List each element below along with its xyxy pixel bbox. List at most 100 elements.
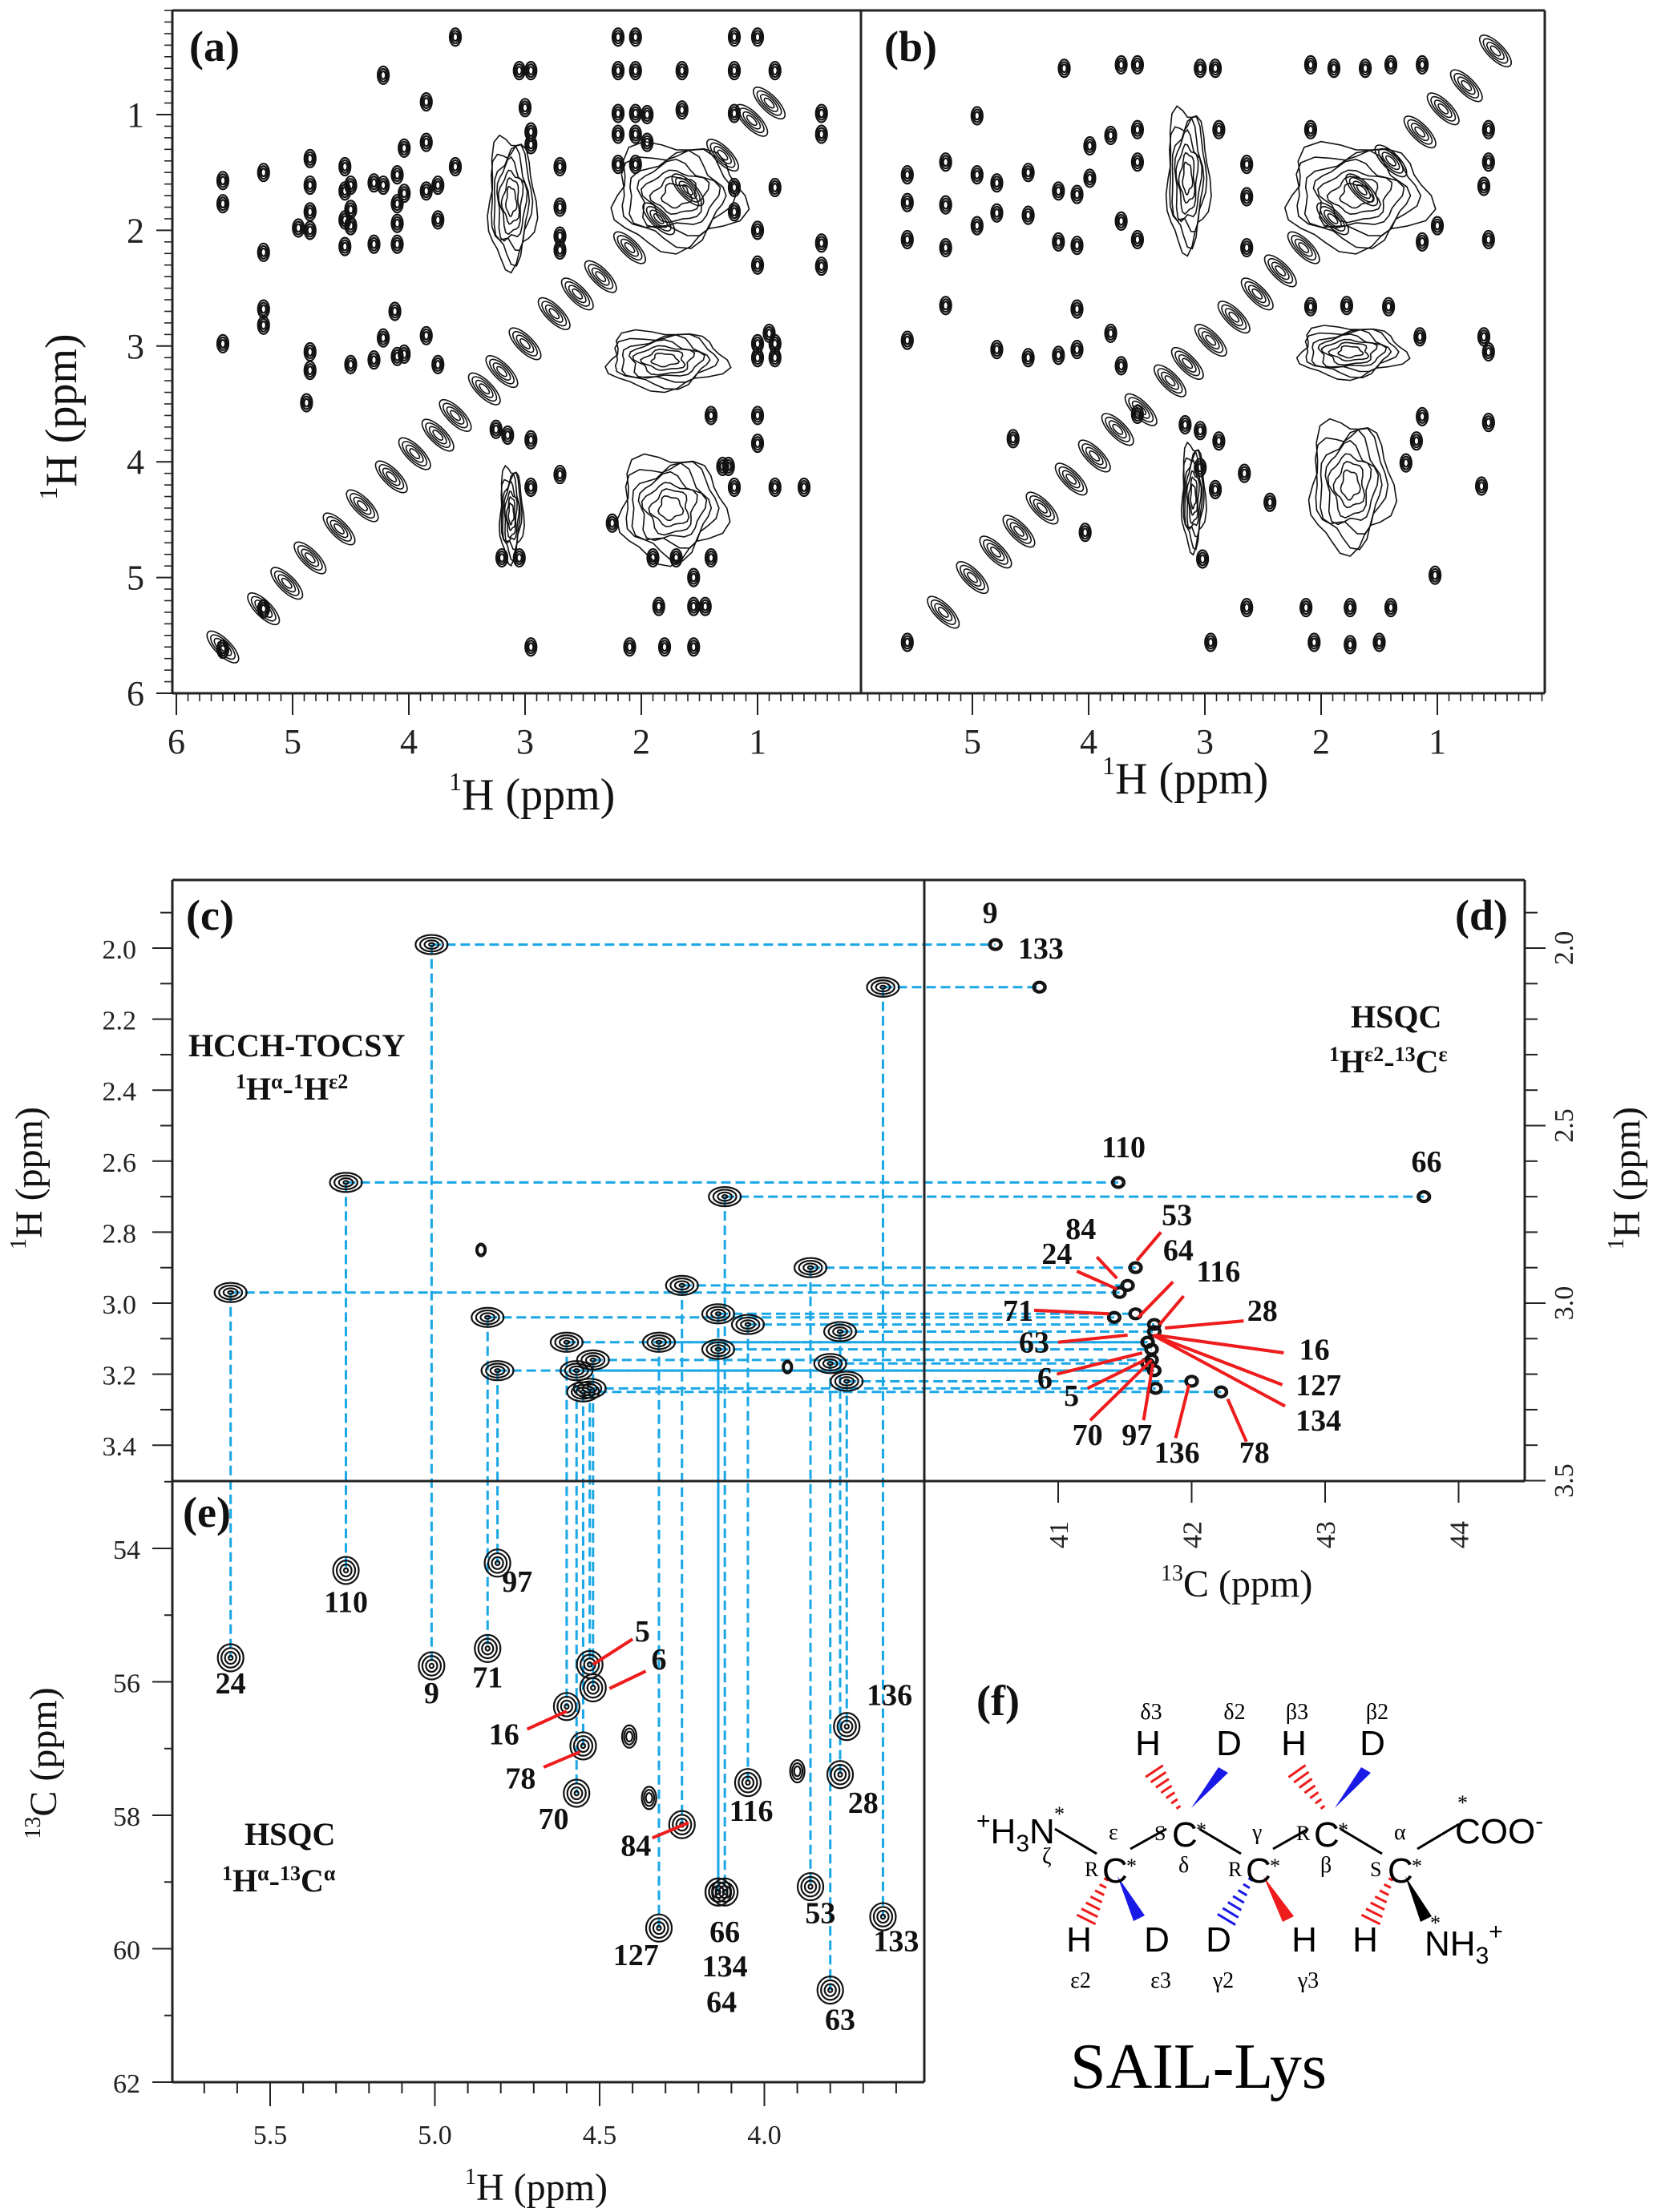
contour-ring [306,153,313,163]
contour-ring [471,376,498,402]
contour-ring [1301,600,1311,616]
contour-ring [1131,400,1150,419]
contour-ring [752,257,763,272]
contour-ring [369,353,379,368]
contour-ring [806,1265,814,1270]
x-tick-label: 2 [1312,722,1330,761]
contour-ring [1132,232,1143,247]
x-tick-label: 5 [284,722,301,761]
contour-ring [1275,264,1287,276]
structure-title: SAIL-Lys [1070,2032,1327,2102]
contour-ring [721,456,735,477]
contour-ring [492,424,499,434]
contour-ring [340,159,350,174]
cross-peak [1130,152,1145,172]
cross-peak [448,156,463,177]
wedge-bond-d2 [1191,1767,1228,1808]
cross-peak [768,61,782,81]
xlabel-sup: 13 [1161,1561,1183,1586]
contour-ring [484,1645,491,1652]
hash-stroke [1150,1770,1167,1784]
contour-ring [649,209,669,228]
contour-ring [620,334,711,383]
contour-ring [826,1361,834,1366]
contour-ring [433,212,443,228]
contour-ring [1052,232,1065,252]
cross-peak [750,406,765,426]
contour-ring [1387,59,1395,70]
contour-ring [690,601,697,612]
contour-ring [1194,59,1207,79]
contour-ring [1208,59,1223,79]
cross-peak [303,361,317,381]
contour-ring [541,301,568,327]
hsqc-alpha-peak-53 [796,1871,825,1902]
hash-stroke [1287,1764,1307,1778]
contour-ring [501,425,515,446]
contour-ring [614,159,622,170]
contour-ring [646,1334,672,1350]
diagonal-peak [753,87,786,120]
peak-label: 127 [1295,1369,1341,1403]
contour-ring [555,242,565,257]
cross-peak [698,596,712,616]
contour-ring [656,1924,662,1931]
contour-ring [270,567,304,600]
contour-ring [257,315,270,335]
contour-ring [347,204,354,215]
contour-ring [623,1727,636,1746]
cross-peak [1130,404,1145,425]
contour-ring [992,342,1002,357]
contour-ring [735,1316,761,1333]
leader-line [1142,1362,1155,1421]
xlabel-sup: 1 [449,767,462,796]
contour-ring [632,129,639,139]
isotope-star: * [1196,1818,1206,1842]
hash-stroke [1160,1784,1173,1794]
x-tick-label: 4.5 [583,2121,617,2150]
contour-ring [553,226,567,246]
contour-ring [1104,125,1117,146]
contour-ring [305,344,315,360]
contour-ring [973,170,980,180]
contour-ring [544,304,564,323]
contour-ring [1316,202,1349,236]
contour-ring [560,1360,594,1382]
cross-peak [1070,184,1084,204]
contour-ring [641,104,654,125]
contour-ring [840,1719,854,1734]
contour-ring [624,461,720,562]
contour-ring [306,347,313,357]
contour-ring [770,350,780,365]
cross-peak [300,393,313,413]
contour-ring [247,592,281,626]
contour-ring [1348,176,1375,203]
ylabel-sup: 1 [6,1238,31,1249]
contour-ring [471,1306,505,1328]
contour-ring [752,336,763,351]
contour-ring [833,1767,847,1782]
hash-stroke [1103,1877,1109,1882]
contour-ring [1417,57,1428,72]
contour-ring [782,1361,792,1373]
contour-ring [813,1353,847,1374]
contour-ring [206,630,240,664]
contour-ring [217,336,228,351]
contour-ring [669,547,683,568]
contour-ring [793,1257,828,1278]
contour-ring [643,1789,656,1807]
contour-ring [1009,522,1029,541]
contour-ring [1309,635,1320,650]
contour-ring [652,596,665,616]
note-text: H [1340,1043,1364,1080]
contour-ring [657,637,672,657]
contour-ring [1243,243,1251,253]
x-tick-label: 43 [1311,1521,1341,1548]
contour-ring [1114,356,1128,376]
note-superscript: 13 [280,1862,301,1885]
contour-ring [993,178,1000,188]
contour-ring [1381,151,1400,171]
contour-ring [1002,515,1036,548]
cross-peak-cluster [1165,105,1212,257]
hsqc-alpha-peak-116 [734,1768,762,1798]
